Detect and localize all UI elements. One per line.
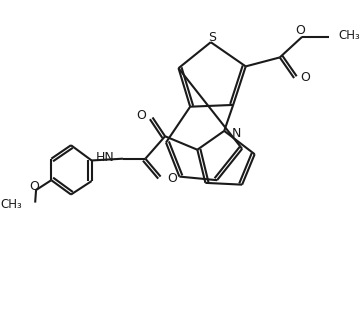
Text: N: N xyxy=(231,127,241,140)
Text: O: O xyxy=(167,172,177,185)
Text: O: O xyxy=(29,180,39,193)
Text: S: S xyxy=(208,31,216,44)
Text: O: O xyxy=(295,24,305,37)
Text: O: O xyxy=(136,109,146,122)
Text: CH₃: CH₃ xyxy=(1,198,23,211)
Text: O: O xyxy=(300,71,310,84)
Text: CH₃: CH₃ xyxy=(338,29,360,42)
Text: HN: HN xyxy=(95,151,114,164)
